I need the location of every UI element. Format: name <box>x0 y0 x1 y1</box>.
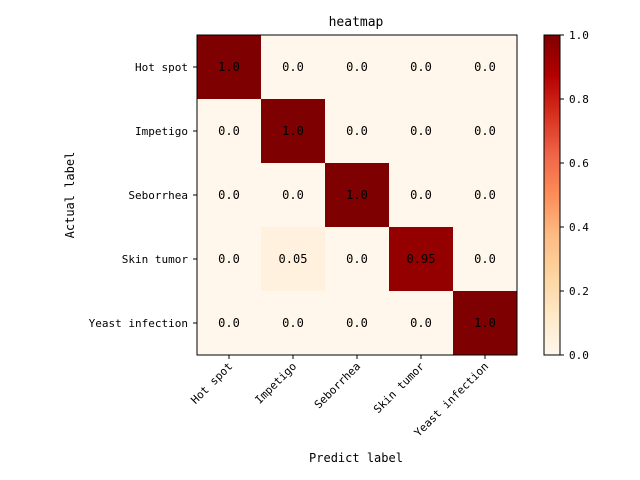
cell-value-label: 0.0 <box>282 188 304 202</box>
y-axis-ticks: Hot spot Impetigo Seborrhea Skin tumor Yeast… <box>89 61 197 330</box>
heatmap-cell <box>197 99 261 163</box>
colorbar-ticks: 0.0 0.2 0.4 0.6 0.8 1.0 <box>560 29 589 362</box>
cell-value-label: 1.0 <box>282 124 304 138</box>
heatmap-cell <box>453 99 517 163</box>
heatmap-cell <box>389 163 453 227</box>
cell-value-label: 0.0 <box>346 60 368 74</box>
cell-value-label: 0.0 <box>346 252 368 266</box>
heatmap-cell <box>453 227 517 291</box>
cell-value-label: 1.0 <box>218 60 240 74</box>
cell-value-label: 0.0 <box>410 124 432 138</box>
y-tick-label: Hot spot <box>135 61 188 74</box>
cell-value-label: 0.0 <box>346 316 368 330</box>
cell-value-label: 0.0 <box>474 188 496 202</box>
colorbar-tick-label: 0.8 <box>569 93 589 106</box>
x-axis-ticks: Hot spot Impetigo Seborrhea Skin tumorYeast… <box>188 355 491 439</box>
x-axis-label: Predict label <box>309 451 403 465</box>
heatmap-cell <box>325 163 389 227</box>
cell-value-label: 0.0 <box>218 188 240 202</box>
cell-value-label: 0.0 <box>474 124 496 138</box>
heatmap-cell <box>197 163 261 227</box>
chart-title: heatmap <box>329 15 384 30</box>
cell-value-label: 0.0 <box>218 316 240 330</box>
y-tick-label: Impetigo <box>135 125 188 138</box>
heatmap-cell <box>389 35 453 99</box>
cell-value-label: 1.0 <box>474 316 496 330</box>
y-axis-label: Actual label <box>63 152 77 239</box>
cell-value-label: 0.0 <box>474 252 496 266</box>
cell-value-label: 0.0 <box>346 124 368 138</box>
y-tick-label: Yeast infection <box>89 317 188 330</box>
heatmap-cell <box>197 35 261 99</box>
cell-value-label: 0.0 <box>410 316 432 330</box>
heatmap-cell <box>389 291 453 355</box>
heatmap-cell <box>197 227 261 291</box>
heatmap-cell <box>325 35 389 99</box>
cell-value-label: 1.0 <box>346 188 368 202</box>
cell-value-label: 0.0 <box>410 60 432 74</box>
colorbar-tick-label: 1.0 <box>569 29 589 42</box>
heatmap-cell <box>261 35 325 99</box>
heatmap-cell <box>325 291 389 355</box>
cell-value-label: 0.0 <box>474 60 496 74</box>
heatmap-cell <box>453 35 517 99</box>
y-tick-label: Skin tumor <box>122 253 189 266</box>
colorbar-tick-label: 0.0 <box>569 349 589 362</box>
heatmap-cell <box>261 227 325 291</box>
cell-value-label: 0.0 <box>282 316 304 330</box>
heatmap-cell <box>325 227 389 291</box>
heatmap-cell <box>261 99 325 163</box>
heatmap-cell <box>453 163 517 227</box>
heatmap-cell <box>261 291 325 355</box>
x-tick-label: Skin tumor <box>371 360 427 416</box>
cell-value-label: 0.0 <box>282 60 304 74</box>
heatmap-cell <box>325 99 389 163</box>
cell-value-label: 0.0 <box>410 188 432 202</box>
x-tick-label: Impetigo <box>252 360 299 407</box>
cell-value-label: 0.05 <box>279 252 308 266</box>
cell-value-label: 0.0 <box>218 252 240 266</box>
cell-value-label: 0.0 <box>218 124 240 138</box>
heatmap-cells <box>197 35 517 355</box>
x-tick-label: Hot spot <box>188 360 235 407</box>
cell-value-label: 0.95 <box>407 252 436 266</box>
colorbar-tick-label: 0.6 <box>569 157 589 170</box>
y-tick-label: Seborrhea <box>128 189 188 202</box>
heatmap-cell <box>197 291 261 355</box>
colorbar-tick-label: 0.4 <box>569 221 589 234</box>
heatmap-cell <box>389 99 453 163</box>
colorbar-tick-label: 0.2 <box>569 285 589 298</box>
heatmap-cell <box>389 227 453 291</box>
x-tick-label: Seborrhea <box>312 360 363 411</box>
heatmap-cell <box>453 291 517 355</box>
colorbar <box>543 34 561 356</box>
heatmap-cell <box>261 163 325 227</box>
heatmap-cell-labels: 1.0 0.0 0.0 0.0 0.0 0.0 1.0 0.0 0.0 0.0 0.0 0.0 1.0 0… <box>218 60 496 330</box>
